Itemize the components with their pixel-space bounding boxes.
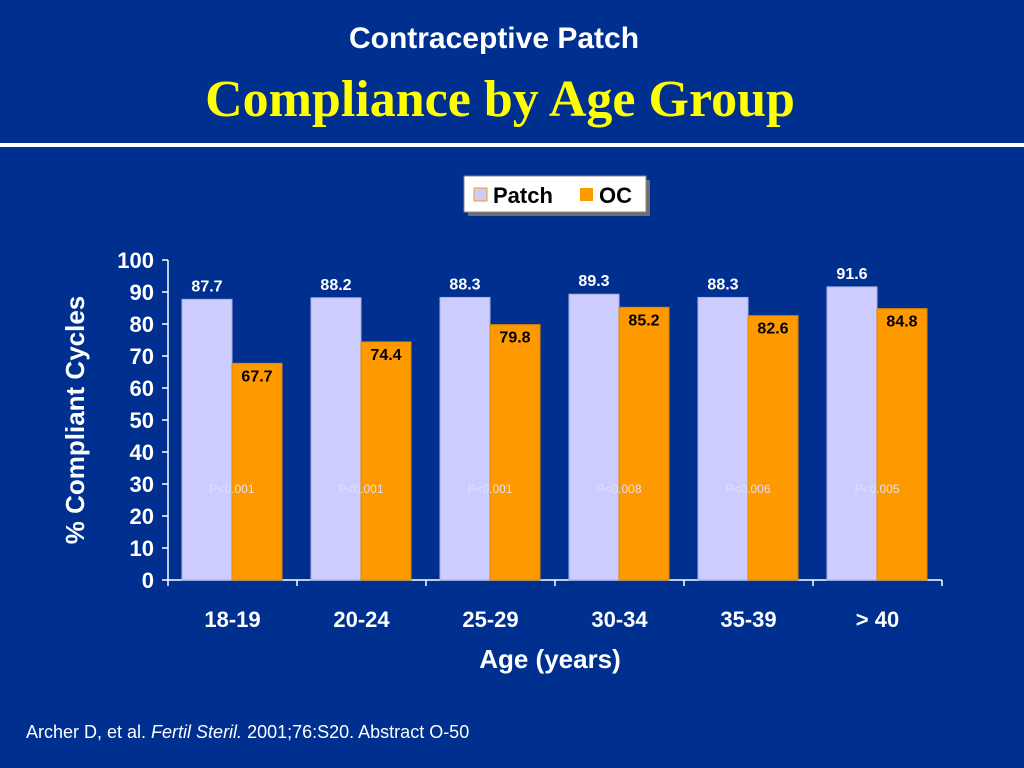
data-label-oc: 82.6 — [757, 321, 788, 338]
bar-patch — [826, 286, 878, 581]
legend-swatch-oc — [580, 188, 593, 201]
chart-axes: 0 10 20 30 40 50 60 70 80 90 100 % Compliant Cycles… — [60, 248, 943, 674]
y-tick-label: 50 — [130, 408, 154, 433]
bar-oc — [489, 324, 541, 581]
legend-box — [463, 175, 647, 213]
legend-label-patch: Patch — [493, 183, 553, 208]
bar-oc — [876, 308, 928, 581]
title-divider — [0, 143, 1024, 147]
x-axis-title: Age (years) — [479, 644, 621, 674]
x-tick-label: 18-19 — [204, 607, 260, 632]
slide-subtitle: Contraceptive Patch — [348, 22, 640, 55]
y-tick-label: 80 — [130, 312, 154, 337]
data-label-oc: 84.8 — [886, 314, 917, 331]
legend-swatch-patch — [473, 187, 488, 202]
data-label-patch: 88.2 — [320, 277, 351, 294]
y-tick-label: 20 — [130, 504, 154, 529]
data-label-patch: 89.3 — [578, 273, 609, 290]
x-tick-label: 20-24 — [333, 607, 390, 632]
data-label-oc: 67.7 — [241, 368, 272, 385]
y-tick-label: 40 — [130, 440, 154, 465]
p-value-label: P<0.001 — [209, 482, 254, 496]
p-value-label: P<0.001 — [467, 482, 512, 496]
p-value-label: P<0.006 — [725, 482, 770, 496]
y-tick-label: 70 — [130, 344, 154, 369]
bar-oc — [231, 362, 283, 581]
bar-patch — [568, 293, 620, 581]
x-tick-label: 35-39 — [720, 607, 776, 632]
data-label-patch: 88.3 — [449, 276, 480, 293]
y-tick-label: 60 — [130, 376, 154, 401]
x-tick-label: > 40 — [856, 607, 899, 632]
data-label-patch: 87.7 — [191, 278, 222, 295]
bar-patch — [310, 297, 362, 581]
x-tick-label: 25-29 — [462, 607, 518, 632]
x-tick-label: 30-34 — [591, 607, 648, 632]
slide-title: Compliance by Age Group — [205, 71, 795, 128]
citation-journal: Fertil Steril. — [151, 722, 243, 742]
p-value-label: P<0.008 — [596, 482, 641, 496]
data-label-oc: 79.8 — [499, 330, 530, 347]
citation-authors: Archer D, et al. — [26, 722, 152, 742]
p-value-label: P<0.001 — [338, 482, 383, 496]
y-tick-label: 30 — [130, 472, 154, 497]
citation-details: 2001;76:S20. Abstract O-50 — [242, 722, 470, 742]
chart-legend: Patch OC — [463, 175, 650, 216]
citation: Archer D, et al. Fertil Steril. 2001;76:… — [26, 722, 469, 743]
data-label-patch: 88.3 — [707, 276, 738, 293]
bar-oc — [747, 315, 799, 581]
data-label-patch: 91.6 — [836, 266, 867, 283]
bar-oc — [360, 341, 412, 581]
chart-labels: 87.7 67.7 P<0.001 88.2 74.4 P<0.001 88.3 79.8 P<… — [191, 266, 917, 496]
bar-oc — [618, 306, 670, 581]
y-tick-label: 0 — [142, 568, 154, 593]
y-tick-label: 90 — [130, 280, 154, 305]
y-axis-title: % Compliant Cycles — [60, 296, 90, 545]
data-label-oc: 74.4 — [370, 347, 401, 364]
y-tick-label: 100 — [117, 248, 154, 273]
chart-bars — [181, 286, 928, 581]
p-value-label: P<0.005 — [854, 482, 899, 496]
data-label-oc: 85.2 — [628, 312, 659, 329]
bar-patch — [697, 296, 749, 581]
legend-label-oc: OC — [599, 183, 632, 208]
bar-patch — [439, 296, 491, 581]
bar-patch — [181, 298, 233, 581]
y-tick-label: 10 — [130, 536, 154, 561]
